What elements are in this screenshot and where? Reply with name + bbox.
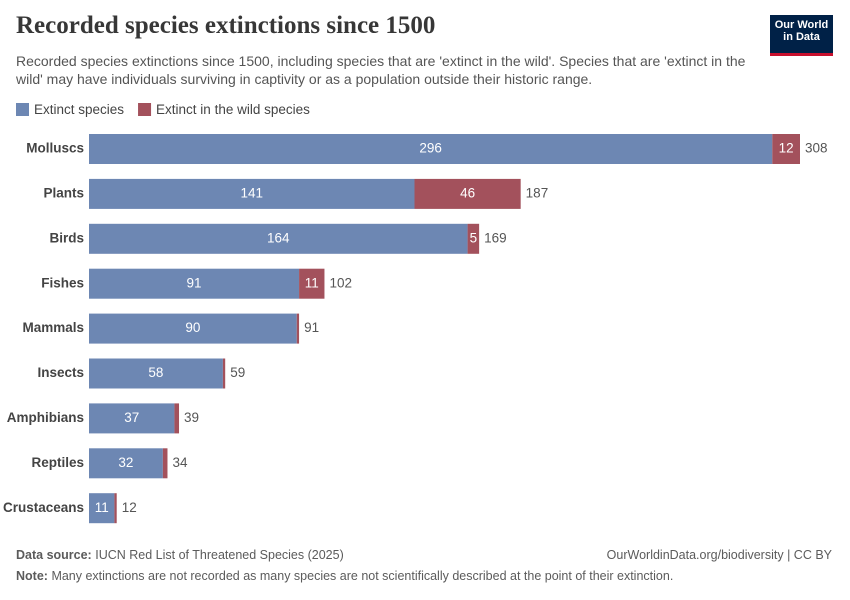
bar-label: 32 xyxy=(118,455,133,470)
note-text: Many extinctions are not recorded as man… xyxy=(51,569,674,583)
legend-swatch xyxy=(16,103,29,116)
chart-subtitle: Recorded species extinctions since 1500,… xyxy=(16,53,746,87)
total-label: 187 xyxy=(526,185,549,200)
y-tick-label: Mammals xyxy=(22,320,84,335)
bar-segment xyxy=(89,313,297,344)
y-tick-label: Molluscs xyxy=(26,141,84,156)
total-label: 169 xyxy=(484,230,507,245)
y-tick-label: Crustaceans xyxy=(3,500,84,515)
logo[interactable]: Our World in Data xyxy=(770,15,833,56)
bar-segment xyxy=(467,223,480,254)
bar-segment xyxy=(299,268,325,299)
bar-label: 37 xyxy=(124,410,139,425)
bar-segment xyxy=(89,448,163,479)
bar-label: 90 xyxy=(185,320,200,335)
total-label: 12 xyxy=(122,500,137,515)
legend-label: Extinct in the wild species xyxy=(156,102,310,117)
bar-label: 5 xyxy=(470,230,478,245)
bar-segment xyxy=(296,313,300,344)
y-tick-label: Plants xyxy=(43,185,84,200)
bar-segment xyxy=(89,403,175,434)
source: Data source: IUCN Red List of Threatened… xyxy=(16,548,344,562)
bar-label: 11 xyxy=(305,275,319,290)
y-tick-label: Reptiles xyxy=(31,455,84,470)
chart-title: Recorded species extinctions since 1500 xyxy=(16,12,436,39)
bar-segment xyxy=(89,223,468,254)
legend-label: Extinct species xyxy=(34,102,124,117)
note: Note: Many extinctions are not recorded … xyxy=(16,569,673,583)
source-url[interactable]: OurWorldinData.org/biodiversity | CC BY xyxy=(606,548,832,562)
bar-label: 91 xyxy=(187,275,202,290)
bar-segment xyxy=(162,448,168,479)
y-tick-label: Insects xyxy=(37,365,84,380)
bar-label: 11 xyxy=(95,500,109,515)
bar-label: 12 xyxy=(779,141,794,156)
total-label: 34 xyxy=(172,455,188,470)
total-label: 102 xyxy=(329,275,352,290)
bar-label: 58 xyxy=(148,365,163,380)
source-label: Data source: xyxy=(16,548,92,562)
y-tick-label: Fishes xyxy=(41,275,84,290)
note-label: Note: xyxy=(16,569,48,583)
bar-segment xyxy=(114,493,117,524)
y-tick-label: Amphibians xyxy=(7,410,84,425)
chart: Extinct species Extinct in the wild speci… xyxy=(3,102,828,524)
total-label: 59 xyxy=(230,365,245,380)
bar-segment xyxy=(414,178,521,209)
legend-swatch xyxy=(138,103,152,116)
bar-label: 164 xyxy=(267,230,290,245)
total-label: 308 xyxy=(805,141,828,156)
bar-segment xyxy=(89,358,223,389)
bar-label: 46 xyxy=(460,185,475,200)
bar-label: 296 xyxy=(419,141,442,156)
bar-label: 141 xyxy=(240,185,263,200)
bar-segment xyxy=(89,268,300,299)
bar-segment xyxy=(772,134,800,164)
bar-segment xyxy=(222,358,226,389)
y-tick-label: Birds xyxy=(49,230,84,245)
bar-segment xyxy=(89,178,415,209)
total-label: 91 xyxy=(304,320,319,335)
bar-segment xyxy=(89,493,115,524)
bar-segment xyxy=(174,403,180,434)
total-label: 39 xyxy=(184,410,199,425)
source-text: IUCN Red List of Threatened Species (202… xyxy=(95,548,344,562)
bar-segment xyxy=(89,134,773,164)
